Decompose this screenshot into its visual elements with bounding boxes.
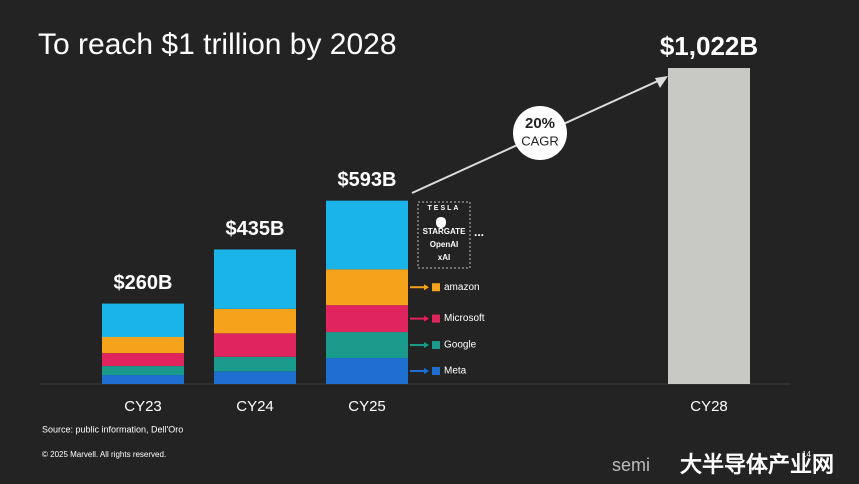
bar [668,68,750,384]
arrow-head [655,76,668,88]
bar-segment [102,337,184,354]
legend-arrow-head [424,368,429,375]
legend-label: Google [444,340,477,351]
total-label: $435B [226,218,285,240]
bar-segment [214,356,296,372]
legend-swatch [432,367,440,376]
total-label: $260B [114,272,173,294]
page-number: 14 [802,450,811,459]
legend-swatch [432,314,440,323]
bar-segment [326,358,408,384]
legend-label: Microsoft [444,313,485,324]
legend-label: xAI [438,253,450,262]
legend-arrow-head [424,284,429,291]
legend-label: amazon [444,282,480,293]
total-label: $1,022B [660,31,758,61]
cagr-label: CAGR [521,133,559,148]
apple-icon [436,217,446,228]
chart-title: To reach $1 trillion by 2028 [38,28,397,61]
bar-segment [102,303,184,338]
cagr-value: 20% [525,115,555,132]
x-tick-label: CY24 [236,398,274,415]
bar-segment [214,308,296,334]
watermark-en: semi [612,455,650,475]
others-box [417,201,471,269]
x-tick-label: CY23 [124,398,162,415]
bar-segment [326,200,408,270]
bar-segment [102,375,184,384]
legend-swatch [432,283,440,292]
watermark-cn: 大半导体产业网 [680,452,834,477]
legend-swatch [432,341,440,350]
legend-label: OpenAI [430,240,458,249]
bar-segment [214,249,296,309]
legend-more: ... [474,225,484,239]
bar-segment [214,371,296,384]
source: Source: public information, Dell'Oro [42,424,183,434]
legend-arrow-head [424,315,429,322]
bar-segment [326,305,408,333]
legend-arrow-head [424,342,429,349]
legend-label: TESLA [428,205,461,212]
bar-segment [326,332,408,359]
bar-segment [102,366,184,376]
footer: © 2025 Marvell. All rights reserved. [42,450,166,459]
x-tick-label: CY28 [690,398,728,415]
x-tick-label: CY25 [348,398,386,415]
bar-segment [102,353,184,367]
bar-segment [214,333,296,357]
cagr-badge [513,106,567,160]
legend-label: Meta [444,366,467,377]
total-label: $593B [338,169,397,191]
legend-label: STARGATE [423,227,466,236]
bar-segment [326,269,408,306]
